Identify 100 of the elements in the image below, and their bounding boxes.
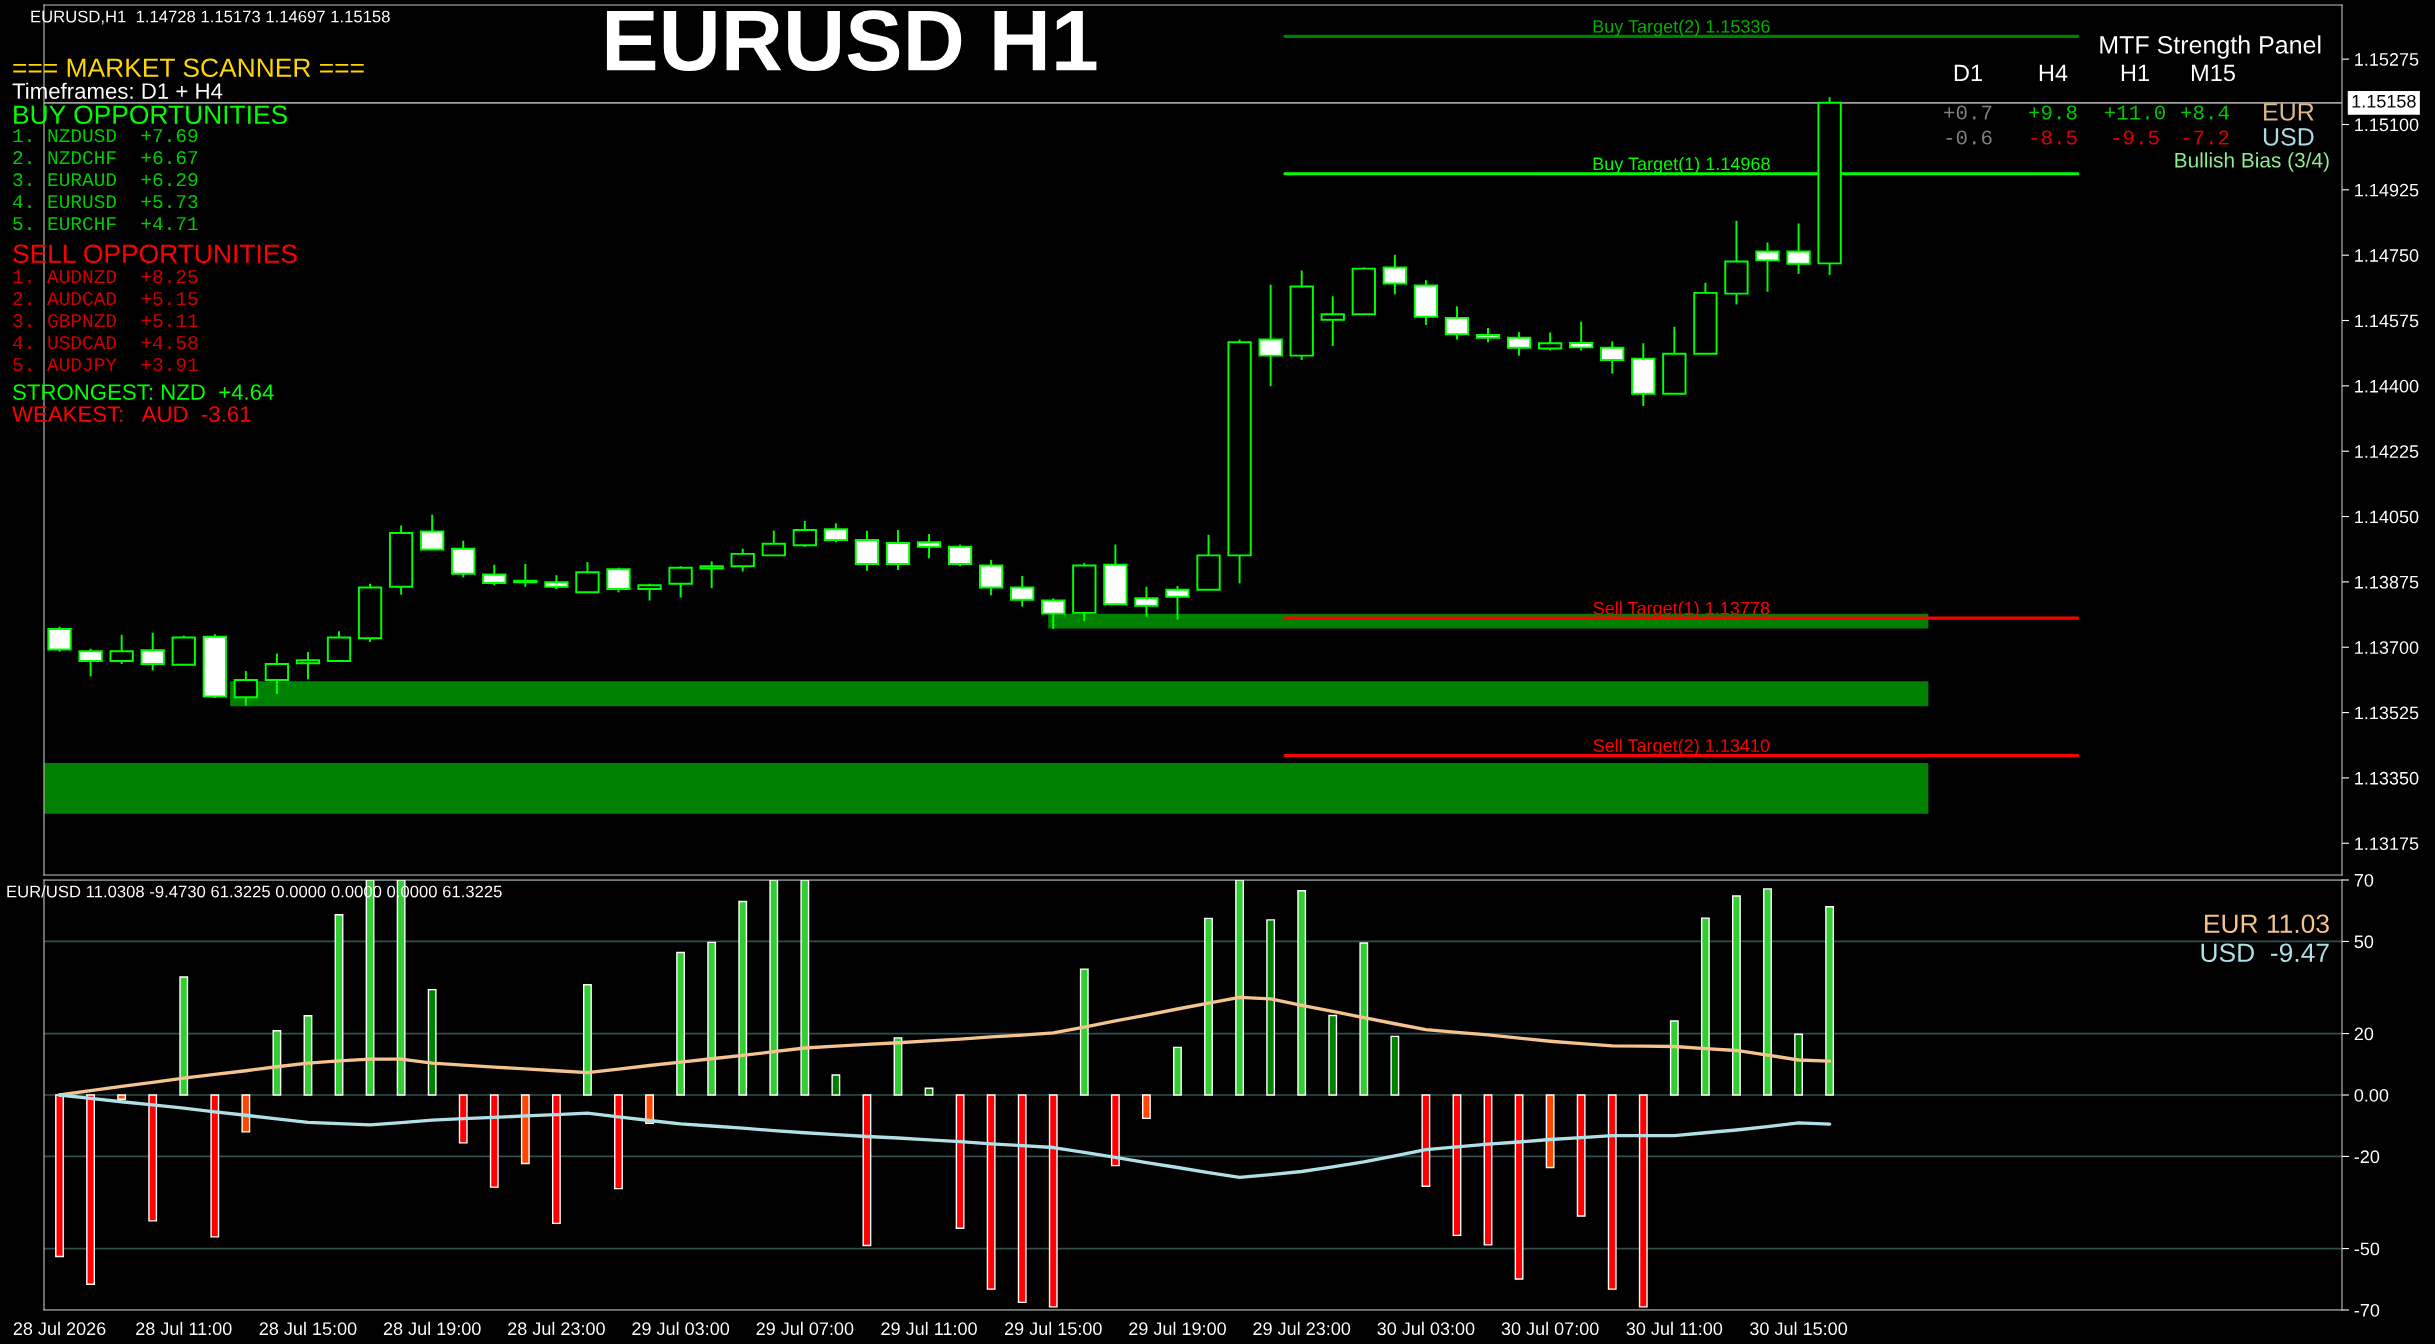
- bar: [1732, 895, 1741, 1096]
- bar: [1700, 917, 1710, 1096]
- y-tick-label: 1.13525: [2355, 706, 2419, 720]
- y-tick-label: 20: [2354, 1027, 2374, 1041]
- candlestick: [1600, 340, 1625, 375]
- bar: [1266, 919, 1276, 1096]
- bar: [1421, 1094, 1431, 1187]
- bar: [1048, 1094, 1058, 1308]
- candlestick: [854, 529, 880, 572]
- bar: [458, 1094, 468, 1144]
- bar: [179, 976, 189, 1096]
- bar: [55, 1094, 64, 1258]
- annotation: -8.5: [2031, 130, 2077, 145]
- candlestick: [1444, 305, 1470, 341]
- bar: [986, 1094, 996, 1290]
- annotation: BUY OPPORTUNITIES: [14, 105, 287, 125]
- candlestick: [1320, 295, 1345, 347]
- candlestick: [1258, 283, 1283, 388]
- candlestick: [1569, 320, 1594, 352]
- candlestick: [1786, 222, 1811, 275]
- bar: [1204, 917, 1213, 1096]
- candlestick: [78, 647, 103, 678]
- bar: [427, 988, 437, 1096]
- annotation: +8.4: [2181, 105, 2229, 120]
- annotation: 1. AUDNZD +8.25: [13, 270, 198, 284]
- bar: [614, 1094, 623, 1190]
- annotation: SELL OPPORTUNITIES: [13, 244, 297, 264]
- bar: [489, 1094, 499, 1188]
- x-tick-label: 29 Jul 11:00: [881, 1321, 977, 1336]
- ref-line-label: Buy Target(1) 1.14968: [1593, 156, 1770, 174]
- y-tick-label: 1.14925: [2355, 183, 2419, 197]
- text: EUR 11.03: [2205, 914, 2329, 934]
- y-tick-label: 1.15275: [2355, 53, 2419, 66]
- annotation: USD: [2263, 128, 2314, 146]
- bar: [1794, 1033, 1803, 1096]
- candlestick: [1134, 585, 1159, 618]
- y-tick-label: 1.14225: [2355, 445, 2419, 458]
- annotation: +9.8: [2029, 105, 2077, 120]
- annotation: 5. AUDJPY +3.91: [13, 358, 198, 372]
- candlestick: [761, 529, 786, 557]
- candlestick: [699, 560, 724, 590]
- x-tick-label: 29 Jul 23:00: [1253, 1321, 1351, 1336]
- bar: [1328, 1014, 1338, 1096]
- annotation: 5. EURCHF +4.71: [13, 217, 198, 231]
- text: USD -9.47: [2201, 943, 2329, 963]
- bar: [800, 880, 810, 1096]
- candlestick: [482, 563, 507, 587]
- bar: [210, 1094, 220, 1238]
- x-tick-label: 29 Jul 03:00: [632, 1321, 730, 1336]
- y-tick-label: 1.13175: [2355, 837, 2419, 850]
- candlestick: [513, 563, 538, 588]
- annotation: Timeframes: D1 + H4: [12, 82, 223, 99]
- annotation: -7.2: [2183, 130, 2229, 145]
- bar: [148, 1094, 158, 1222]
- x-tick-label: 28 Jul 23:00: [508, 1321, 605, 1336]
- candlestick: [1165, 585, 1190, 621]
- bar: [1173, 1046, 1182, 1096]
- candlestick: [140, 631, 165, 672]
- annotation: === MARKET SCANNER ===: [13, 58, 364, 78]
- candlestick: [668, 565, 693, 599]
- annotation: 2. NZDCHF +6.67: [13, 151, 198, 165]
- bar: [1545, 1094, 1555, 1169]
- bar: [955, 1094, 965, 1229]
- chart-title: EURUSD H1: [606, 10, 1097, 72]
- candlestick: [730, 547, 755, 573]
- annotation: Bullish Bias (3/4): [2175, 152, 2329, 172]
- x-tick-label: 30 Jul 03:00: [1377, 1321, 1475, 1336]
- x-tick-label: 28 Jul 2026: [13, 1321, 106, 1336]
- candlestick: [420, 513, 445, 551]
- annotation: +11.0: [2104, 105, 2165, 120]
- candlestick: [792, 520, 817, 548]
- annotation: 3. EURAUD +6.29: [13, 173, 198, 187]
- x-tick-label: 28 Jul 19:00: [383, 1321, 481, 1336]
- y-tick-label: 1.13700: [2355, 641, 2419, 654]
- ref-line-label: Sell Target(1) 1.13778: [1593, 601, 1770, 619]
- bar: [1297, 890, 1307, 1096]
- candlestick: [326, 630, 352, 663]
- bar: [1390, 1035, 1400, 1096]
- y-tick-label: -50: [2354, 1242, 2380, 1256]
- candlestick: [233, 670, 258, 707]
- annotation: D1: [1954, 64, 1982, 82]
- annotation: -9.5: [2113, 130, 2159, 145]
- candlestick: [264, 652, 290, 695]
- bar: [1607, 1094, 1617, 1290]
- candlestick: [1755, 241, 1780, 293]
- bar: [1763, 888, 1772, 1096]
- ref-line-label: Sell Target(2) 1.13410: [1593, 738, 1770, 756]
- bar: [583, 984, 592, 1096]
- annotation: MTF Strength Panel: [2100, 35, 2321, 59]
- candlestick: [1041, 597, 1066, 630]
- bar: [676, 951, 686, 1096]
- x-tick-label: 30 Jul 07:00: [1501, 1321, 1599, 1336]
- bar: [1110, 1094, 1120, 1167]
- bar: [86, 1094, 96, 1285]
- x-tick-label: 30 Jul 15:00: [1750, 1321, 1848, 1336]
- candlestick: [947, 543, 973, 568]
- bar: [1825, 906, 1835, 1096]
- y-tick-label: 1.14750: [2355, 249, 2419, 262]
- y-tick-label: -70: [2354, 1303, 2380, 1317]
- bar: [1079, 968, 1089, 1096]
